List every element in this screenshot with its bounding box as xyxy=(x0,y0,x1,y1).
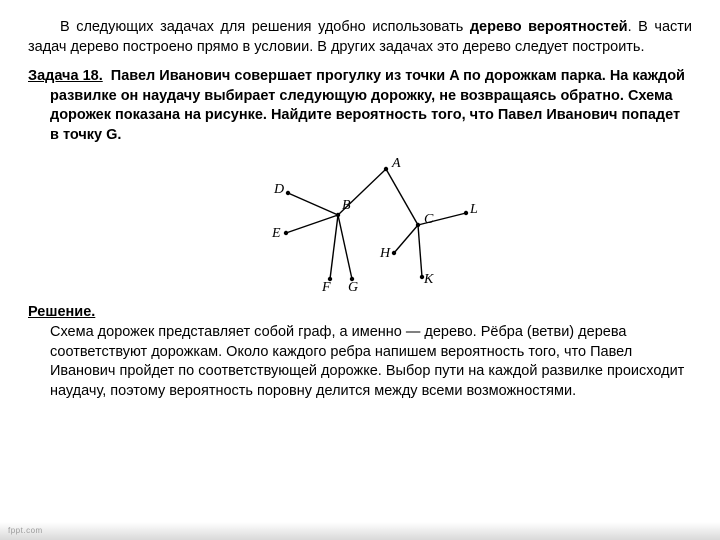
svg-text:L: L xyxy=(469,202,478,217)
intro-paragraph: В следующих задачах для решения удобно и… xyxy=(28,18,692,57)
footer-text: fppt.com xyxy=(8,526,43,537)
intro-text-1: В следующих задачах для решения удобно и… xyxy=(60,19,470,35)
task-body: Павел Иванович совершает прогулку из точ… xyxy=(50,68,685,143)
task-label: Задача 18. xyxy=(28,68,103,84)
svg-text:A: A xyxy=(391,156,401,171)
tree-svg: A B C D E F G H K L xyxy=(230,153,490,293)
tree-diagram: A B C D E F G H K L xyxy=(28,153,692,293)
svg-text:F: F xyxy=(321,280,331,293)
svg-text:E: E xyxy=(271,226,281,241)
svg-text:C: C xyxy=(424,212,434,227)
footer-bar: fppt.com xyxy=(0,522,720,540)
svg-text:B: B xyxy=(342,198,351,213)
task-block: Задача 18. Павел Иванович совершает прог… xyxy=(28,67,692,145)
svg-text:G: G xyxy=(348,280,358,293)
solution-block: Решение. Схема дорожек представляет собо… xyxy=(28,303,692,401)
solution-body: Схема дорожек представляет собой граф, а… xyxy=(50,324,684,399)
solution-label: Решение. xyxy=(28,304,95,320)
svg-text:H: H xyxy=(379,246,391,261)
svg-text:K: K xyxy=(423,272,434,287)
svg-text:D: D xyxy=(273,182,284,197)
intro-bold: дерево вероятностей xyxy=(470,19,628,35)
